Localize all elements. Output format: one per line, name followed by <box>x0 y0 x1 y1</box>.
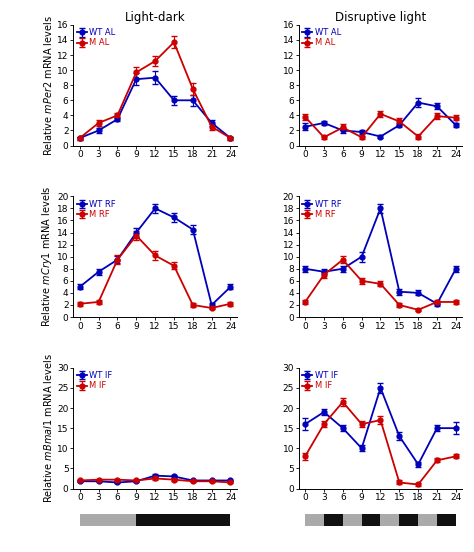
Title: Light-dark: Light-dark <box>125 10 185 24</box>
Legend: WT IF, M IF: WT IF, M IF <box>301 370 339 391</box>
Y-axis label: Relative $\it{mCry1}$ mRNA levels: Relative $\it{mCry1}$ mRNA levels <box>40 186 55 327</box>
Legend: WT RF, M RF: WT RF, M RF <box>76 199 117 220</box>
Legend: WT RF, M RF: WT RF, M RF <box>301 199 342 220</box>
Legend: WT AL, M AL: WT AL, M AL <box>76 28 117 48</box>
Title: Disruptive light: Disruptive light <box>335 10 426 24</box>
Legend: WT AL, M AL: WT AL, M AL <box>301 28 342 48</box>
Y-axis label: Relative $\it{mBmal1}$ mRNA levels: Relative $\it{mBmal1}$ mRNA levels <box>42 353 55 503</box>
Y-axis label: Relative $\it{mPer2}$ mRNA levels: Relative $\it{mPer2}$ mRNA levels <box>42 15 55 156</box>
Legend: WT IF, M IF: WT IF, M IF <box>76 370 113 391</box>
